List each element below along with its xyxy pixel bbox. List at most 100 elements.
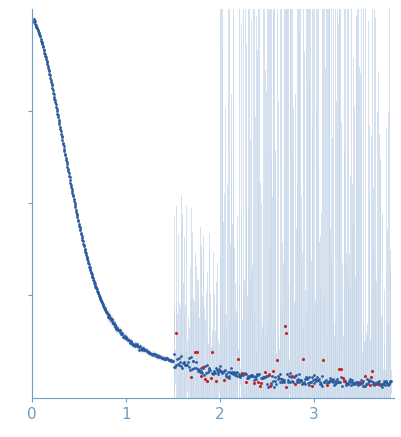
Point bbox=[378, 380, 385, 387]
Point bbox=[123, 335, 130, 342]
Point bbox=[159, 354, 166, 361]
Point bbox=[41, 49, 48, 56]
Point bbox=[292, 371, 298, 378]
Point bbox=[259, 374, 266, 381]
Point bbox=[189, 357, 196, 364]
Point bbox=[383, 379, 389, 386]
Point bbox=[310, 379, 317, 386]
Point bbox=[318, 373, 325, 380]
Point bbox=[165, 357, 171, 364]
Point bbox=[205, 366, 211, 373]
Point bbox=[158, 355, 164, 362]
Point bbox=[235, 373, 241, 380]
Point bbox=[326, 377, 333, 384]
Point bbox=[150, 351, 156, 358]
Point bbox=[209, 371, 216, 378]
Point bbox=[41, 47, 47, 54]
Point bbox=[107, 315, 113, 322]
Point bbox=[271, 373, 278, 380]
Point bbox=[31, 18, 38, 25]
Point bbox=[111, 320, 117, 327]
Point bbox=[314, 376, 320, 383]
Point bbox=[97, 297, 104, 304]
Point bbox=[69, 190, 75, 197]
Point bbox=[263, 381, 270, 388]
Point bbox=[88, 270, 94, 277]
Point bbox=[305, 382, 311, 388]
Point bbox=[381, 382, 387, 389]
Point bbox=[331, 378, 337, 385]
Point bbox=[107, 315, 113, 322]
Point bbox=[43, 54, 49, 61]
Point bbox=[246, 373, 252, 380]
Point bbox=[245, 374, 251, 381]
Point bbox=[230, 368, 237, 375]
Point bbox=[49, 87, 56, 94]
Point bbox=[75, 220, 82, 227]
Point bbox=[155, 353, 162, 360]
Point bbox=[198, 372, 204, 379]
Point bbox=[185, 354, 191, 361]
Point bbox=[354, 381, 360, 388]
Point bbox=[333, 377, 339, 384]
Point bbox=[344, 380, 350, 387]
Point bbox=[242, 378, 249, 385]
Point bbox=[79, 238, 86, 245]
Point bbox=[65, 169, 72, 176]
Point bbox=[229, 370, 235, 377]
Point bbox=[183, 361, 189, 368]
Point bbox=[200, 371, 207, 378]
Point bbox=[318, 383, 324, 390]
Point bbox=[94, 288, 101, 295]
Point bbox=[113, 326, 119, 333]
Point bbox=[156, 354, 163, 361]
Point bbox=[71, 202, 78, 209]
Point bbox=[249, 373, 255, 380]
Point bbox=[264, 383, 271, 390]
Point bbox=[326, 375, 332, 382]
Point bbox=[262, 372, 269, 379]
Point bbox=[108, 317, 115, 324]
Point bbox=[140, 345, 147, 352]
Point bbox=[140, 344, 146, 351]
Point bbox=[113, 325, 119, 332]
Point bbox=[343, 379, 349, 386]
Point bbox=[44, 59, 50, 66]
Point bbox=[213, 366, 220, 373]
Point bbox=[204, 378, 210, 385]
Point bbox=[168, 357, 174, 364]
Point bbox=[87, 266, 93, 273]
Point bbox=[227, 370, 234, 377]
Point bbox=[160, 356, 166, 363]
Point bbox=[248, 373, 254, 380]
Point bbox=[236, 373, 243, 380]
Point bbox=[57, 124, 63, 131]
Point bbox=[259, 375, 265, 382]
Point bbox=[79, 236, 85, 243]
Point bbox=[202, 362, 208, 369]
Point bbox=[265, 371, 272, 378]
Point bbox=[81, 245, 87, 252]
Point bbox=[219, 369, 225, 376]
Point bbox=[256, 383, 262, 390]
Point bbox=[197, 364, 203, 371]
Point bbox=[57, 128, 64, 135]
Point bbox=[48, 80, 55, 87]
Point bbox=[350, 379, 357, 386]
Point bbox=[257, 374, 263, 381]
Point bbox=[37, 36, 44, 43]
Point bbox=[267, 379, 273, 386]
Point bbox=[149, 351, 155, 358]
Point bbox=[112, 325, 119, 332]
Point bbox=[76, 222, 82, 229]
Point bbox=[89, 275, 96, 282]
Point bbox=[150, 351, 156, 358]
Point bbox=[81, 246, 88, 253]
Point bbox=[66, 173, 72, 180]
Point bbox=[99, 302, 106, 309]
Point bbox=[146, 350, 152, 357]
Point bbox=[280, 376, 287, 383]
Point bbox=[36, 30, 42, 37]
Point bbox=[335, 366, 342, 373]
Point bbox=[211, 370, 217, 377]
